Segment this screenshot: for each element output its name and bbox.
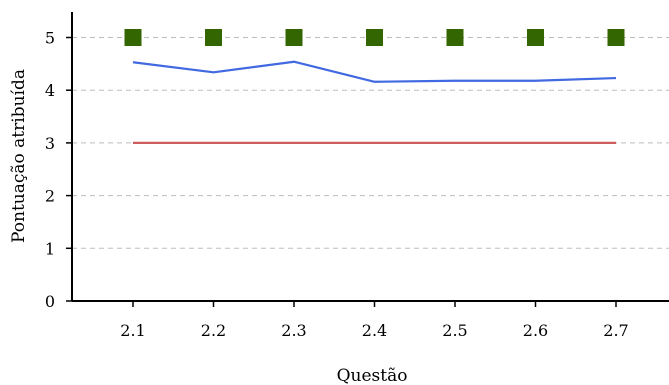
- series-marker-0: [285, 29, 303, 46]
- series-marker-0: [607, 29, 625, 46]
- x-tick-label: 2.1: [120, 321, 145, 340]
- y-tick-label: 2: [45, 187, 55, 206]
- x-tick-label: 2.5: [442, 321, 467, 340]
- x-axis-label: Questão: [337, 366, 408, 385]
- y-tick-label: 4: [45, 81, 55, 100]
- y-tick-label: 0: [45, 292, 55, 311]
- x-tick-label: 2.4: [362, 321, 387, 340]
- gridlines: [72, 37, 669, 302]
- series-marker-0: [205, 29, 222, 46]
- y-tick-label: 3: [45, 134, 55, 153]
- x-tick-label: 2.3: [281, 321, 306, 340]
- y-axis-ticks: 0 1 2 3 4 5: [45, 29, 72, 311]
- series-group: [124, 29, 625, 144]
- y-axis-label: Pontuação atribuída: [9, 69, 29, 243]
- series-marker-0: [366, 29, 383, 46]
- x-tick-label: 2.2: [201, 321, 226, 340]
- y-tick-label: 5: [45, 29, 55, 48]
- series-line-1: [132, 60, 617, 83]
- series-marker-0: [446, 29, 464, 46]
- x-tick-label: 2.7: [603, 321, 628, 340]
- series-marker-0: [124, 29, 142, 46]
- y-tick-label: 1: [45, 239, 55, 258]
- series-marker-0: [527, 29, 544, 46]
- x-axis-ticks: 2.1 2.2 2.3 2.4 2.5 2.6 2.7: [120, 301, 629, 340]
- x-tick-label: 2.6: [523, 321, 548, 340]
